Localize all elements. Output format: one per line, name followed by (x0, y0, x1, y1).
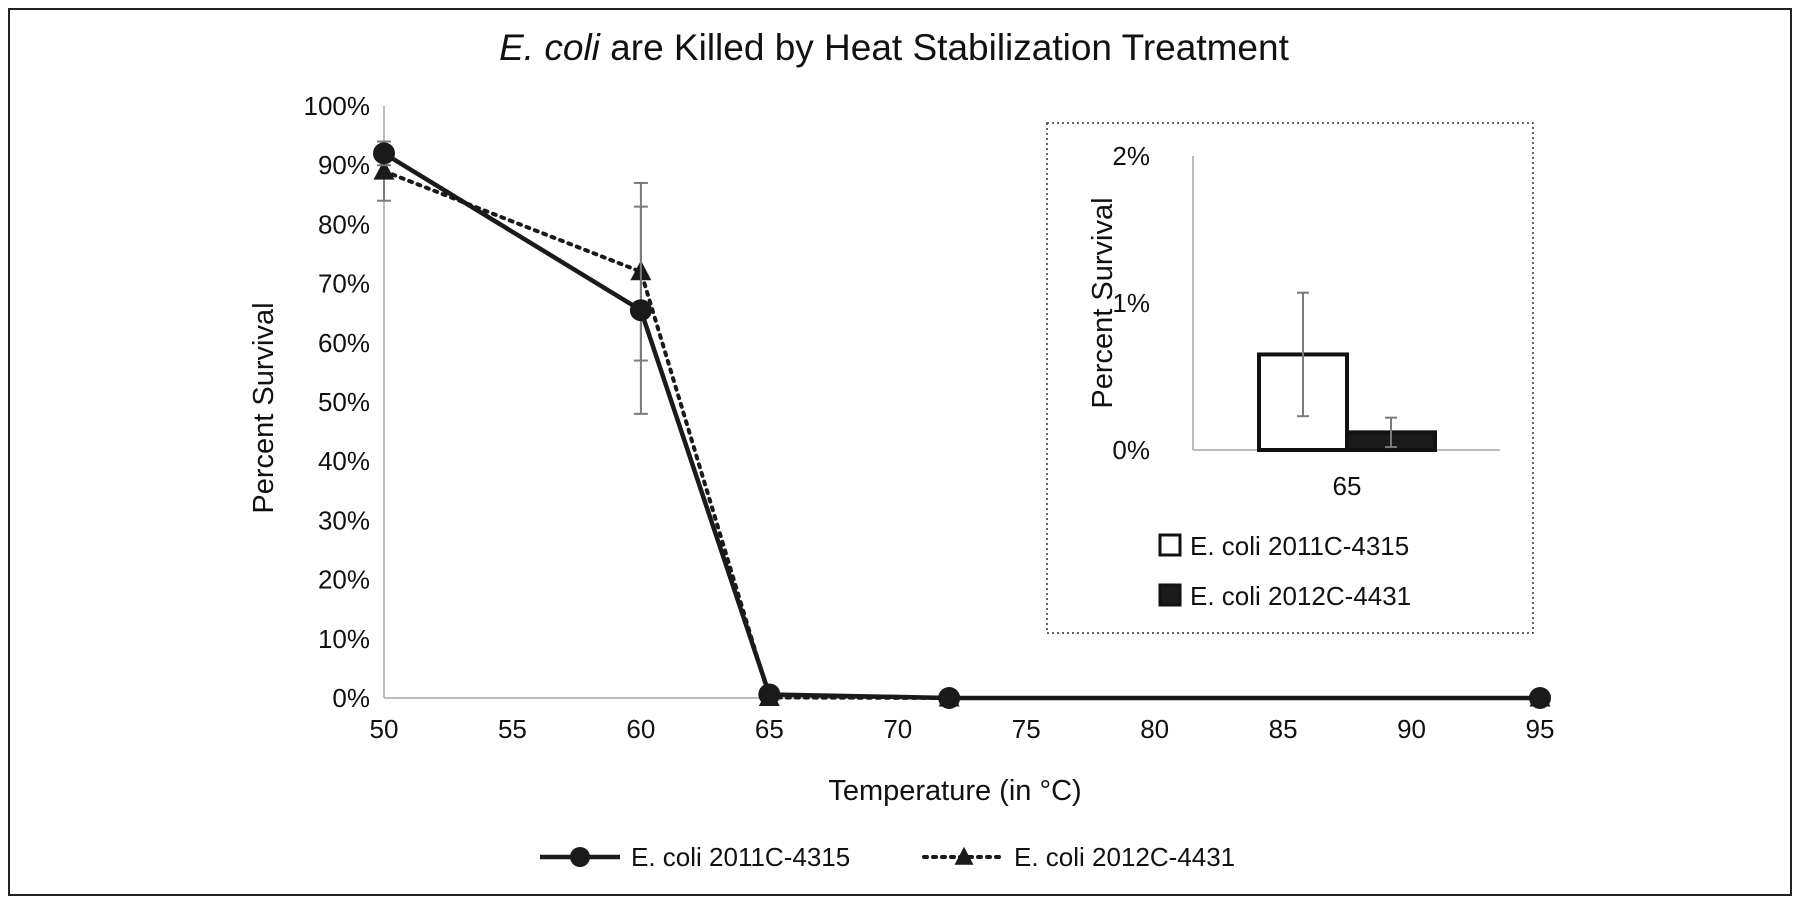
legend-item: E. coli 2011C-4315 (540, 842, 850, 872)
data-point (1529, 687, 1551, 709)
main-legend: E. coli 2011C-4315 E. coli 2012C-4431 (540, 842, 1235, 872)
inset-legend-swatch (1158, 533, 1182, 557)
chart-title-rest: are Killed by Heat Stabilization Treatme… (600, 27, 1290, 68)
inset-legend-item: E. coli 2011C-4315 (1158, 531, 1409, 561)
y-axis-ticks: 0% 10% 20% 30% 40% 50% 60% 70% 80% 90% 100% (304, 91, 371, 713)
inset-y-axis-ticks: 0% 1% 2% (1112, 141, 1150, 465)
data-point (758, 683, 781, 706)
series-circle (373, 140, 1551, 709)
inset-y-axis-title: Percent Survival (1087, 197, 1119, 408)
x-tick-label: 55 (498, 714, 527, 744)
y-tick-label: 60% (318, 328, 370, 358)
legend-marker (954, 846, 974, 865)
inset-bars (1257, 291, 1437, 453)
x-tick-label: 60 (626, 714, 655, 744)
y-tick-label: 70% (318, 269, 370, 299)
series-layer (373, 140, 1551, 709)
inset-y-tick-label: 2% (1112, 141, 1150, 171)
x-tick-label: 70 (883, 714, 912, 744)
y-tick-label: 50% (318, 387, 370, 417)
inset-y-tick-label: 0% (1112, 435, 1150, 465)
x-tick-label: 95 (1526, 714, 1555, 744)
legend-label: E. coli 2011C-4315 (631, 842, 850, 872)
y-tick-label: 40% (318, 446, 370, 476)
x-tick-label: 75 (1012, 714, 1041, 744)
legend-marker (570, 847, 590, 867)
inset-legend: E. coli 2011C-4315 E. coli 2012C-4431 (1158, 531, 1411, 611)
x-tick-label: 80 (1140, 714, 1169, 744)
main-plot: 0% 10% 20% 30% 40% 50% 60% 70% 80% 90% 100% 50 55 60… (248, 91, 1554, 807)
x-tick-label: 50 (370, 714, 399, 744)
data-point (373, 142, 395, 165)
y-tick-label: 80% (318, 209, 370, 239)
inset-legend-swatch (1158, 583, 1182, 607)
x-tick-label: 85 (1269, 714, 1298, 744)
x-tick-label: 90 (1397, 714, 1426, 744)
inset-chart: 0% 1% 2% 65 Percent Survival E. coli 2011C… (1046, 122, 1534, 634)
x-axis-ticks: 50 55 60 65 70 75 80 85 90 95 (370, 714, 1555, 744)
data-point (373, 159, 395, 180)
x-tick-label: 65 (755, 714, 784, 744)
y-tick-label: 100% (304, 91, 371, 121)
inset-x-tick-label: 65 (1333, 471, 1362, 501)
inset-y-tick-label: 1% (1112, 288, 1150, 318)
y-tick-label: 90% (318, 150, 370, 180)
chart-title-italic: E. coli (499, 27, 602, 68)
inset-legend-label: E. coli 2011C-4315 (1190, 531, 1409, 561)
y-axis-title: Percent Survival (248, 302, 280, 513)
inset-legend-label: E. coli 2012C-4431 (1190, 581, 1411, 611)
y-tick-label: 10% (318, 624, 370, 654)
data-point (938, 687, 961, 709)
y-tick-label: 30% (318, 505, 370, 535)
legend-item: E. coli 2012C-4431 (922, 842, 1235, 872)
y-tick-label: 20% (318, 565, 370, 595)
chart-title: E. coli are Killed by Heat Stabilization… (499, 27, 1289, 68)
y-tick-label: 0% (332, 683, 370, 713)
legend-label: E. coli 2012C-4431 (1014, 842, 1235, 872)
x-axis-title: Temperature (in °C) (828, 775, 1081, 807)
inset-legend-item: E. coli 2012C-4431 (1158, 581, 1411, 611)
data-point (629, 299, 652, 322)
